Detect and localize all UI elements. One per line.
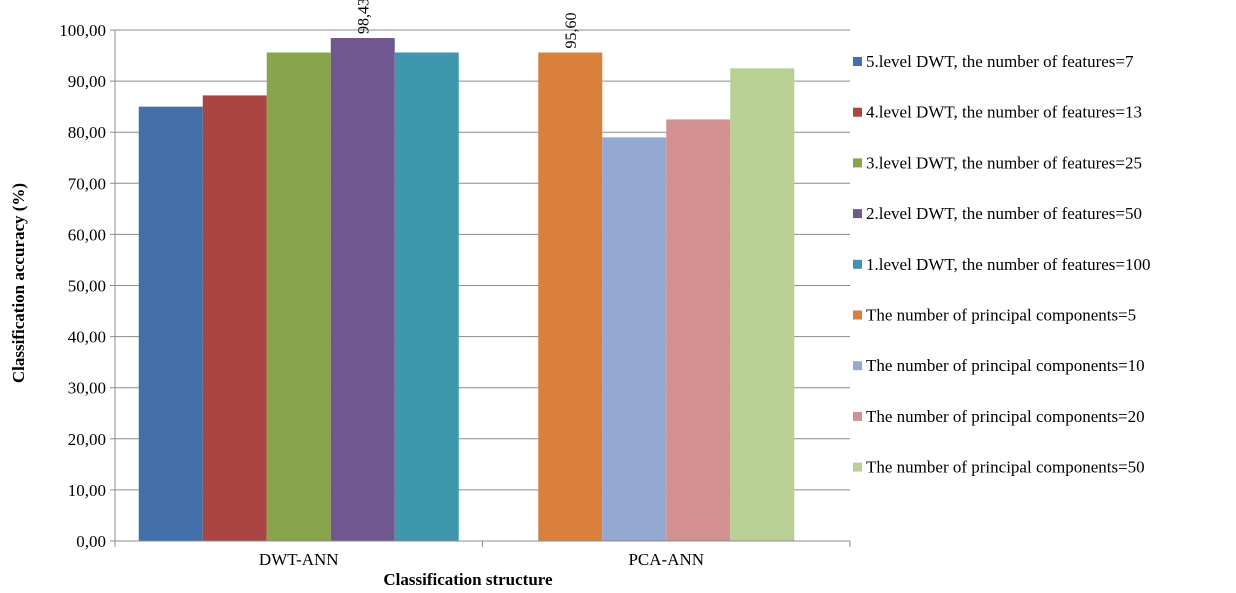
legend-item: 3.level DWT, the number of features=25 [853, 153, 1142, 172]
legend-item: The number of principal components=20 [853, 407, 1145, 426]
bar [202, 95, 267, 542]
x-tick-label: DWT-ANN [259, 550, 339, 569]
y-tick-label: 60,00 [68, 225, 106, 244]
legend-label: The number of principal components=50 [866, 458, 1145, 477]
legend-swatch [853, 361, 862, 371]
bar [394, 52, 459, 541]
bar [266, 52, 331, 541]
bar [538, 52, 603, 541]
data-labels: 98,43 95,60 [356, 0, 581, 48]
legend-label: 3.level DWT, the number of features=25 [866, 153, 1142, 172]
legend-item: 4.level DWT, the number of features=13 [853, 103, 1142, 122]
x-axis-title: Classification structure [383, 570, 553, 589]
legend-item: The number of principal components=50 [853, 458, 1145, 477]
legend-label: 1.level DWT, the number of features=100 [866, 255, 1150, 274]
legend-item: The number of principal components=10 [853, 356, 1145, 375]
legend-item: 5.level DWT, the number of features=7 [853, 52, 1134, 71]
legend-swatch [853, 259, 862, 269]
y-axis-title: Classification accuracy (%) [9, 183, 28, 383]
legend-swatch [853, 107, 862, 117]
legend-item: The number of principal components=5 [853, 306, 1136, 325]
legend-label: 5.level DWT, the number of features=7 [866, 52, 1134, 71]
legend-swatch [853, 411, 862, 421]
y-tick-label: 80,00 [68, 123, 106, 142]
legend-swatch [853, 57, 862, 66]
bar [138, 106, 203, 542]
legend-label: The number of principal components=5 [866, 306, 1136, 325]
y-tick-label: 40,00 [68, 328, 106, 347]
bar [330, 38, 395, 541]
bar [730, 68, 795, 541]
y-tick-label: 0,00 [76, 532, 106, 551]
y-tick-label: 100,00 [59, 21, 106, 40]
legend-item: 2.level DWT, the number of features=50 [853, 204, 1142, 223]
legend-label: 4.level DWT, the number of features=13 [866, 103, 1142, 122]
bar [666, 119, 731, 542]
legend-label: The number of principal components=20 [866, 407, 1145, 426]
y-tick-label: 30,00 [68, 379, 106, 398]
bars [138, 38, 795, 542]
legend-label: 2.level DWT, the number of features=50 [866, 204, 1142, 223]
legend: 5.level DWT, the number of features=7 4.l… [853, 52, 1150, 477]
x-axis: DWT-ANN PCA-ANN [114, 30, 851, 569]
y-tick-label: 90,00 [68, 72, 106, 91]
x-tick-label: PCA-ANN [628, 550, 704, 569]
bar [602, 137, 667, 541]
legend-item: 1.level DWT, the number of features=100 [853, 255, 1150, 274]
legend-swatch [853, 158, 862, 168]
data-label: 98,43 [356, 0, 373, 34]
y-tick-label: 50,00 [68, 277, 106, 296]
y-tick-label: 70,00 [68, 174, 106, 193]
legend-swatch [853, 462, 862, 472]
legend-label: The number of principal components=10 [866, 356, 1145, 375]
y-tick-label: 20,00 [68, 430, 106, 449]
data-label: 95,60 [563, 12, 580, 48]
y-axis-ticks: 0,00 10,00 20,00 30,00 40,00 50,00 60,00 70,00 8… [59, 21, 115, 551]
y-tick-label: 10,00 [68, 481, 106, 500]
legend-swatch [853, 310, 862, 320]
legend-swatch [853, 209, 862, 219]
